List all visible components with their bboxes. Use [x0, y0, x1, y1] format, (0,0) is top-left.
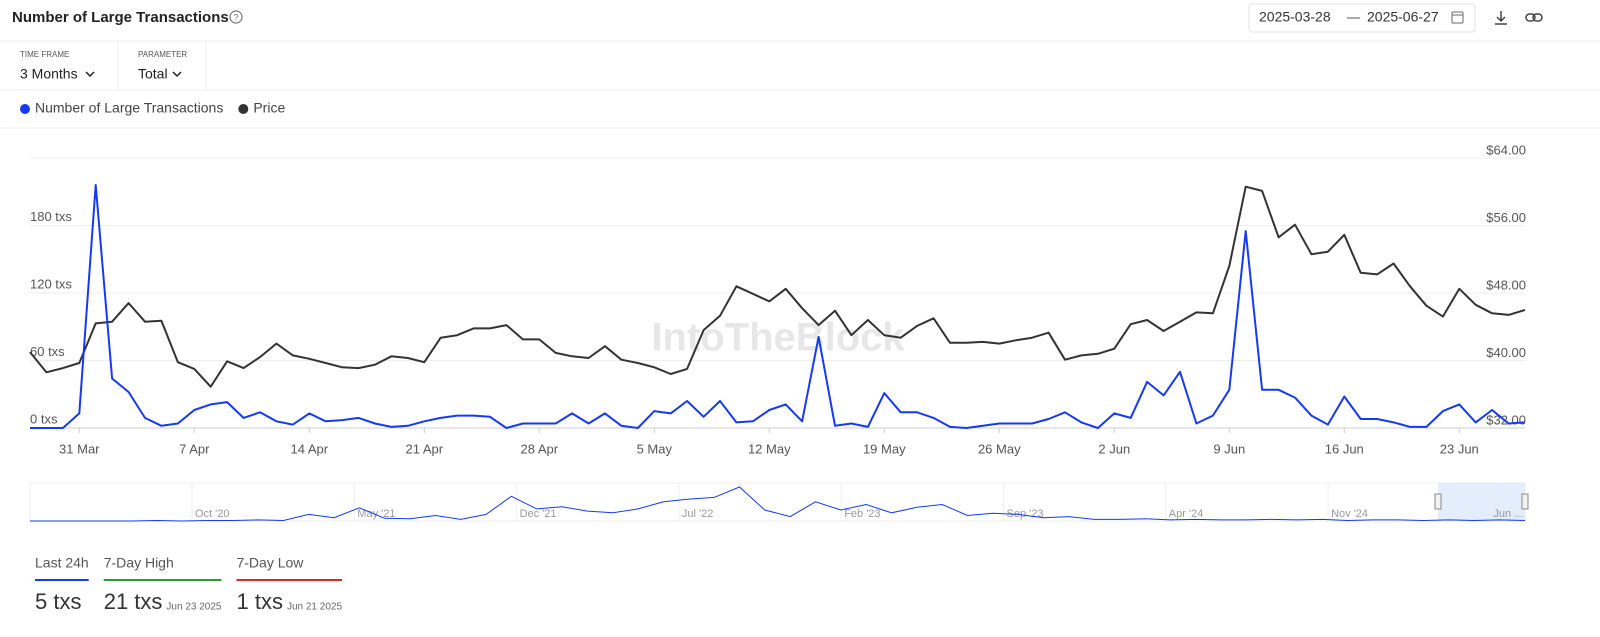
- y2-tick-label: $56.00: [1486, 210, 1526, 225]
- series-line: [30, 184, 1526, 429]
- x-tick-label: 23 Jun: [1440, 441, 1479, 456]
- calendar-icon[interactable]: [1451, 11, 1464, 24]
- x-tick-label: 2 Jun: [1098, 441, 1130, 456]
- filter-label: TIME FRAME: [20, 50, 69, 59]
- navigator-label: Jun ...: [1493, 508, 1523, 520]
- navigator-handle[interactable]: [1434, 493, 1442, 510]
- y-tick-label: 0 txs: [30, 411, 58, 426]
- legend-marker[interactable]: [238, 104, 249, 114]
- y2-tick-label: $48.00: [1486, 277, 1526, 292]
- download-icon[interactable]: [1495, 11, 1507, 25]
- chevron[interactable]: [172, 71, 182, 78]
- y2-tick-label: $64.00: [1486, 142, 1526, 157]
- navigator-selection[interactable]: [1438, 483, 1525, 521]
- navigator[interactable]: [29, 482, 1526, 522]
- navigator-label: Feb '23: [844, 508, 880, 520]
- filter-label: PARAMETER: [138, 50, 187, 59]
- x-tick-label: 21 Apr: [405, 441, 443, 456]
- navigator-handle[interactable]: [1521, 493, 1529, 510]
- x-tick-label: 14 Apr: [290, 441, 328, 456]
- navigator-label: Apr '24: [1169, 508, 1204, 520]
- x-tick-label: 12 May: [748, 441, 791, 456]
- y2-tick-label: $32.00: [1486, 412, 1526, 427]
- x-tick-label: 19 May: [863, 441, 906, 456]
- date-to[interactable]: 2025-06-27: [1367, 9, 1439, 25]
- navigator-label: Jul '22: [682, 508, 713, 520]
- x-tick-label: 5 May: [637, 441, 673, 456]
- stat-label[interactable]: 7-Day Low: [236, 555, 304, 571]
- x-tick-label: 26 May: [978, 441, 1021, 456]
- legend-label[interactable]: Price: [253, 100, 285, 116]
- stat-date: Jun 23 2025: [166, 602, 221, 613]
- svg-text:?: ?: [233, 12, 238, 22]
- stat-value: 1 txs: [236, 589, 282, 614]
- stat-value: 21 txs: [104, 589, 163, 614]
- page-title: Number of Large Transactions: [12, 9, 229, 26]
- x-tick-label: 9 Jun: [1213, 441, 1245, 456]
- navigator-label: Dec '21: [520, 508, 557, 520]
- link-icon[interactable]: [1525, 13, 1543, 22]
- filter-value[interactable]: Total: [138, 66, 168, 82]
- filter-value[interactable]: 3 Months: [20, 66, 78, 82]
- date-range[interactable]: [1248, 3, 1476, 33]
- navigator-label: Nov '24: [1331, 508, 1368, 520]
- legend-label[interactable]: Number of Large Transactions: [35, 100, 223, 116]
- legend-marker[interactable]: [20, 104, 30, 114]
- x-tick-label: 28 Apr: [520, 441, 558, 456]
- stat-date: Jun 21 2025: [287, 602, 342, 613]
- stat-label[interactable]: 7-Day High: [104, 555, 174, 571]
- watermark: IntoTheBlock: [651, 316, 905, 360]
- y2-tick-label: $40.00: [1486, 345, 1526, 360]
- x-tick-label: 16 Jun: [1325, 441, 1364, 456]
- stat-value: 5 txs: [35, 589, 81, 614]
- help-icon[interactable]: ?: [229, 10, 243, 24]
- y-tick-label: 180 txs: [30, 209, 72, 224]
- navigator-line: [30, 486, 1526, 522]
- stat-label[interactable]: Last 24h: [35, 555, 89, 571]
- y-tick-label: 60 txs: [30, 344, 65, 359]
- date-from[interactable]: 2025-03-28: [1259, 9, 1331, 25]
- series-line: [29, 185, 1526, 388]
- chevron[interactable]: [85, 71, 95, 78]
- x-tick-label: 7 Apr: [179, 441, 210, 456]
- y-tick-label: 120 txs: [30, 276, 72, 291]
- navigator-label: Oct '20: [195, 508, 230, 520]
- x-tick-label: 31 Mar: [59, 441, 100, 456]
